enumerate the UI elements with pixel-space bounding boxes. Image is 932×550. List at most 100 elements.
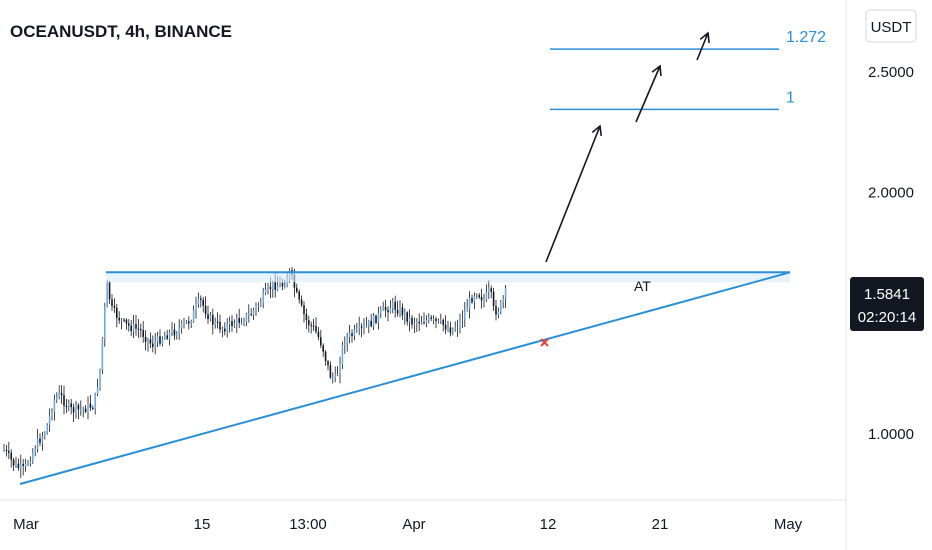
candle-body (51, 412, 53, 416)
candle-body (248, 314, 250, 316)
x-tick-label: 21 (652, 516, 669, 533)
candle-body (228, 320, 231, 325)
candle-body (15, 463, 17, 466)
ascending-support-line (19, 271, 791, 485)
candle-body (168, 332, 171, 339)
candle-body (200, 298, 202, 300)
candle-body (360, 326, 363, 328)
candle-body (94, 393, 96, 409)
candle-body (178, 328, 180, 334)
arrow-head (651, 64, 662, 77)
candle-body (166, 335, 168, 339)
candle-body (147, 339, 149, 342)
candle-body (82, 408, 84, 410)
candle-body (327, 361, 329, 366)
candle-body (339, 364, 341, 375)
candle-body (387, 310, 389, 313)
candle-body (312, 325, 315, 327)
last-price-value: 1.5841 (864, 286, 910, 303)
candle-body (207, 314, 209, 320)
candle-body (22, 464, 24, 466)
candle-body (411, 317, 413, 325)
candle-body (48, 415, 51, 426)
candle-body (492, 291, 495, 306)
candle-body (495, 305, 497, 315)
candle-body (89, 403, 92, 408)
candle-body (8, 450, 10, 453)
y-tick-label: 2.5000 (868, 64, 914, 81)
candle-body (36, 438, 39, 450)
candle-body (336, 374, 339, 376)
candle-body (236, 318, 238, 324)
projection-arrow (635, 65, 661, 123)
y-axis-ticks: 2.5000 2.0000 1.0000 (868, 64, 914, 443)
candle-body (106, 282, 108, 307)
candle-body (24, 463, 27, 466)
candle-body (284, 286, 286, 288)
candle-body (432, 318, 435, 320)
candle-body (401, 307, 404, 316)
candle-body (96, 387, 99, 394)
candle-body (221, 328, 224, 330)
candle-body (483, 299, 485, 301)
candle-body (334, 374, 336, 378)
candle-body (442, 319, 444, 325)
candle-body (497, 311, 500, 315)
candle-body (255, 305, 257, 311)
candle-body (372, 315, 375, 327)
candle-body (428, 317, 430, 321)
candle-body (413, 323, 416, 325)
candle-body (466, 308, 468, 311)
candle-body (389, 307, 392, 313)
x-axis-ticks: Mar 15 13:00 Apr 12 21 May (13, 516, 803, 533)
candle-body (84, 408, 87, 412)
candle-body (471, 297, 473, 303)
candle-body (480, 296, 483, 301)
candle-body (305, 314, 308, 321)
candle-body (298, 291, 300, 300)
candle-body (300, 299, 303, 306)
candle-body (152, 343, 154, 347)
currency-button[interactable] (865, 9, 917, 43)
candle-body (329, 365, 332, 378)
candle-body (202, 299, 204, 306)
candles (3, 266, 507, 478)
currency-label: USDT (871, 19, 912, 36)
candle-body (430, 317, 432, 319)
candle-body (238, 318, 240, 323)
candle-body (406, 312, 408, 322)
candle-body (272, 281, 274, 290)
candle-body (180, 322, 183, 329)
candle-body (384, 307, 387, 311)
candle-body (264, 289, 267, 294)
candle-body (70, 403, 72, 408)
candle-body (53, 399, 56, 413)
candle-body (137, 328, 140, 330)
candle-body (250, 314, 252, 316)
candle-body (296, 287, 298, 292)
candle-body (447, 327, 449, 330)
candle-body (195, 304, 197, 311)
candle-body (12, 459, 15, 466)
candle-body (108, 282, 111, 300)
candle-body (380, 309, 382, 313)
candle-body (144, 336, 147, 342)
candle-body (473, 295, 476, 303)
candle-body (252, 310, 255, 315)
chart-title: OCEANUSDT, 4h, BINANCE (10, 22, 232, 41)
candle-body (468, 297, 471, 309)
x-tick-label: May (774, 516, 803, 533)
candle-body (459, 320, 461, 328)
candle-body (356, 328, 358, 330)
candle-body (142, 330, 144, 337)
candle-body (10, 452, 12, 460)
candle-body (68, 403, 70, 408)
candle-body (348, 333, 351, 338)
candle-body (27, 463, 29, 465)
projection-arrow (545, 125, 601, 263)
candle-body (224, 328, 226, 332)
candle-body (476, 295, 478, 297)
candle-body (344, 343, 346, 346)
candle-body (92, 407, 94, 409)
candle-body (274, 281, 276, 290)
